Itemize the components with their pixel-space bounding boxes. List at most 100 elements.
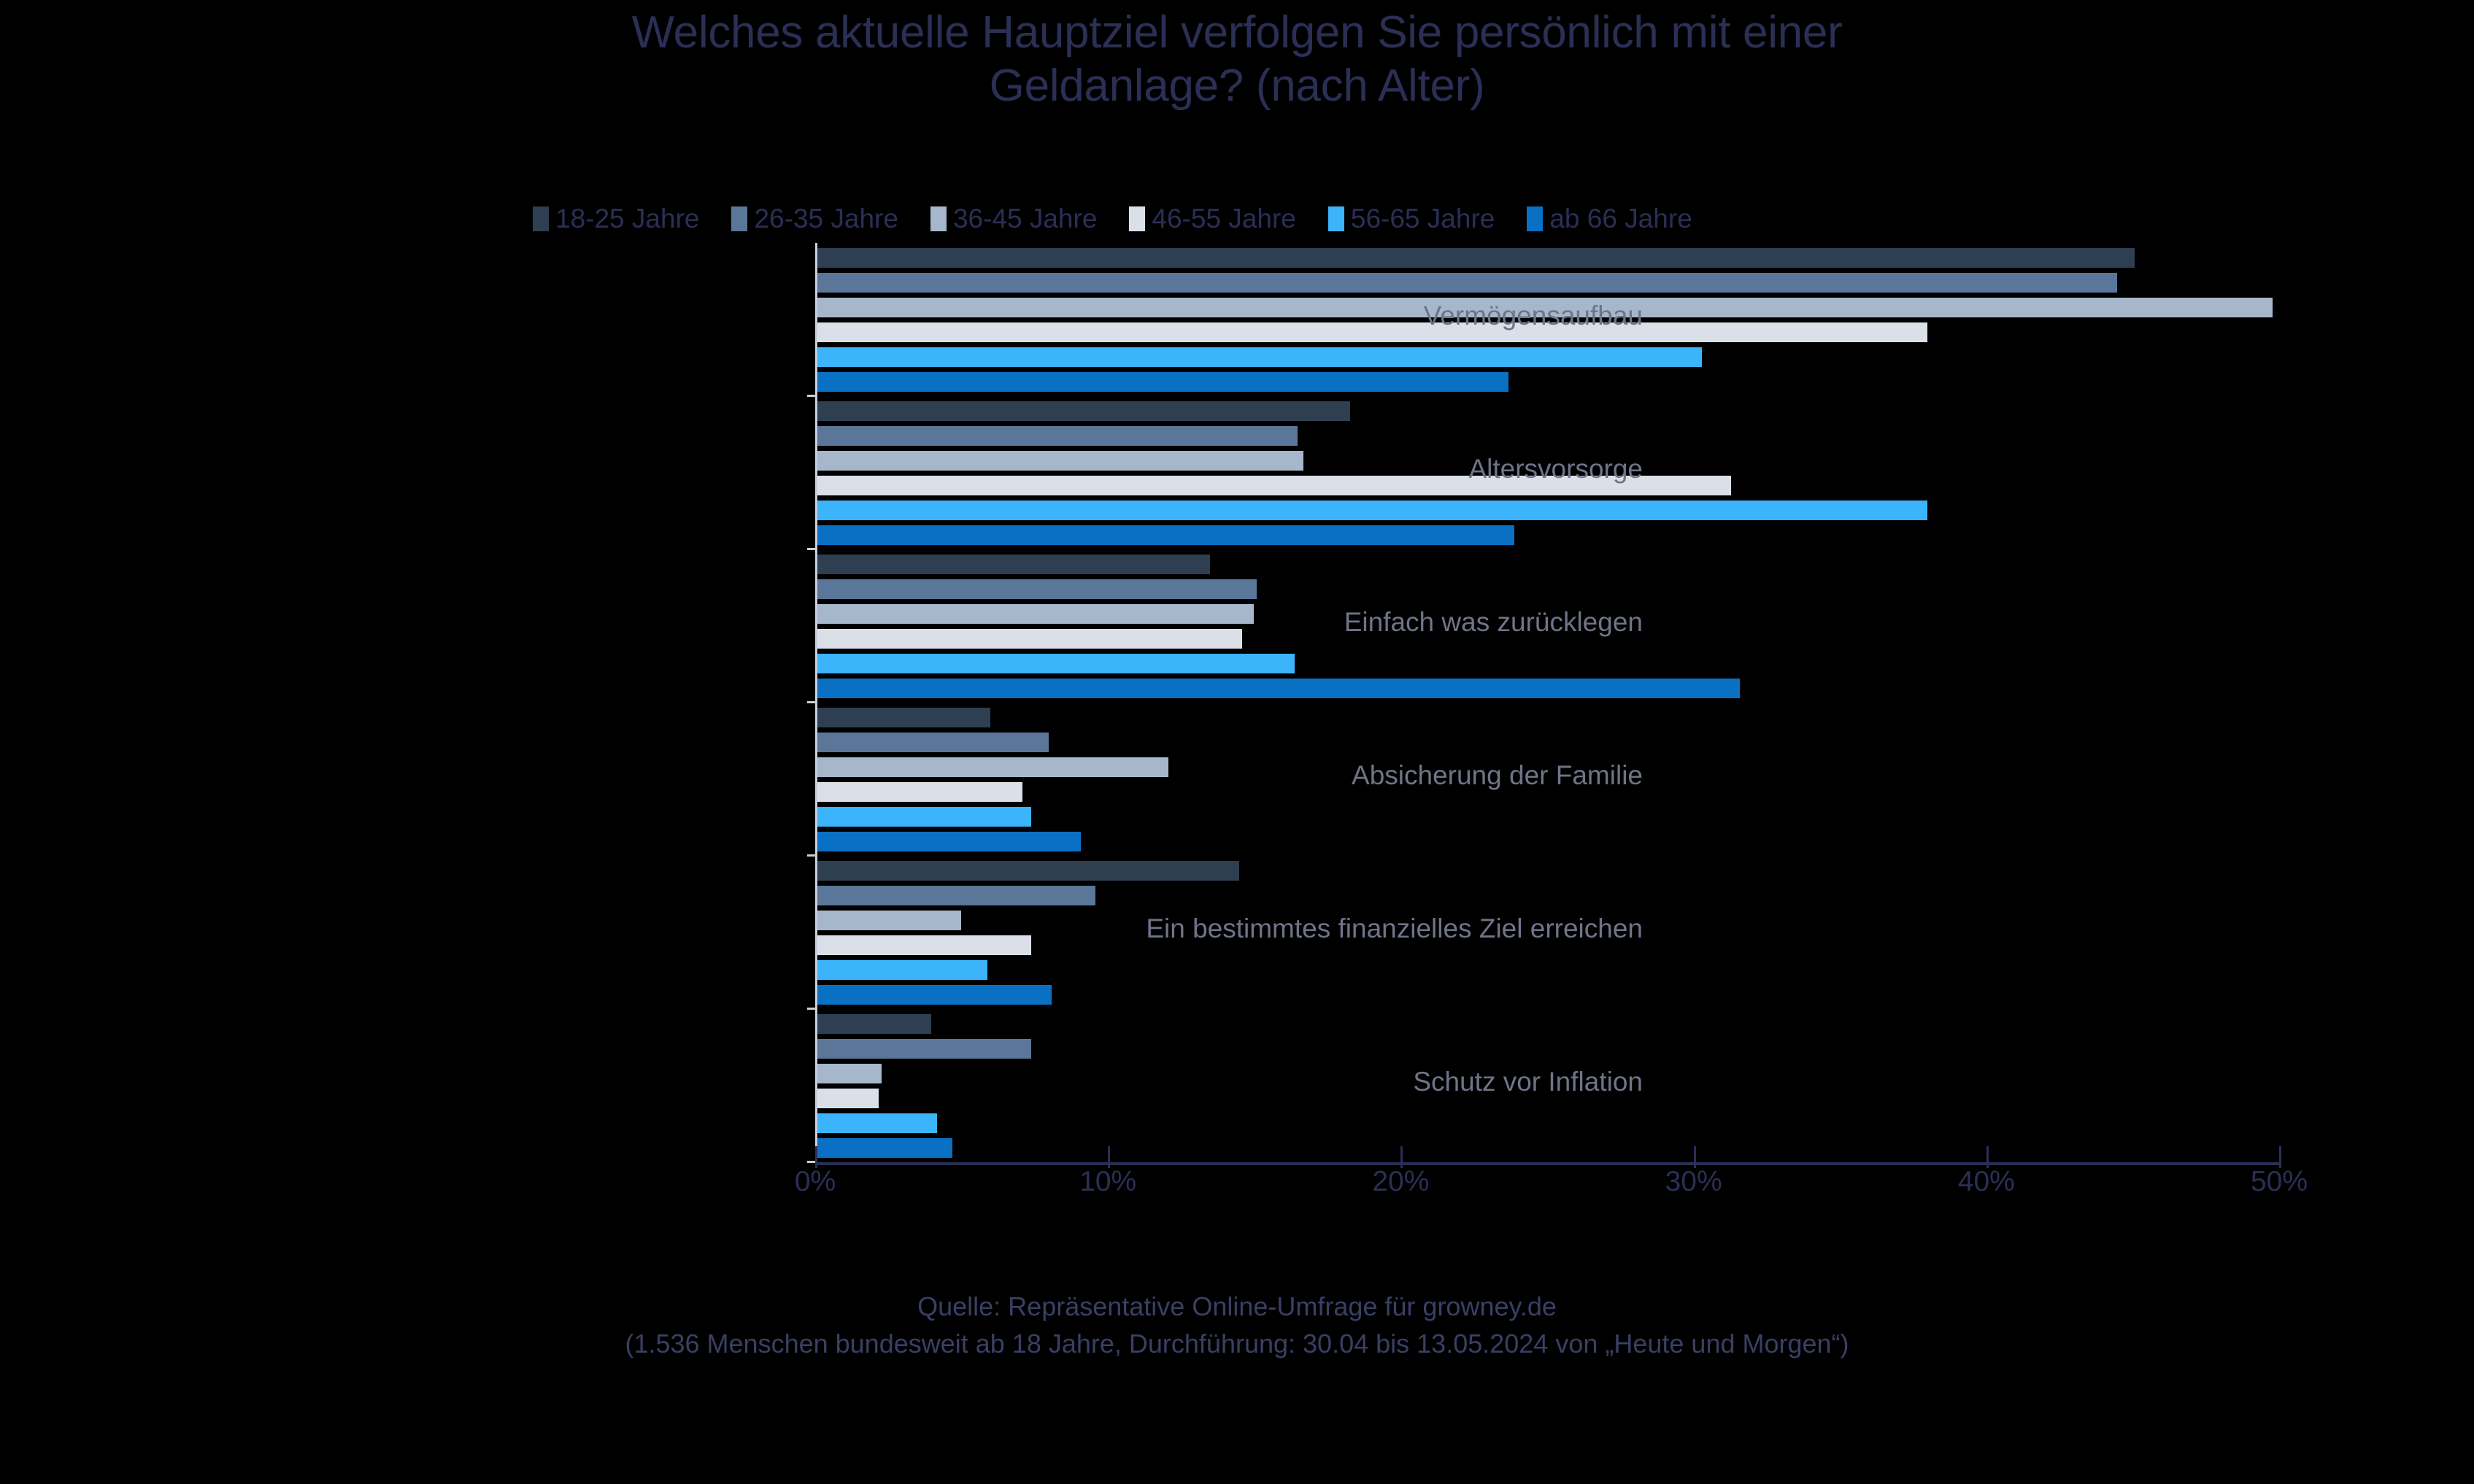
x-axis-gridline [1986, 1146, 1989, 1162]
bar-group [807, 396, 2279, 550]
bar [817, 707, 990, 727]
category-tick [807, 395, 817, 397]
bar [817, 347, 1702, 367]
bar [817, 297, 2273, 317]
x-axis-gridline [1400, 1146, 1403, 1162]
category-tick [807, 701, 817, 703]
legend-swatch-icon [533, 206, 549, 231]
bar-group [807, 243, 2279, 397]
legend-label: 56-65 Jahre [1350, 204, 1495, 233]
bar [817, 1013, 932, 1034]
legend-swatch-icon [930, 206, 947, 231]
bar [817, 653, 1295, 673]
bar [817, 757, 1169, 777]
legend-swatch-icon [1527, 206, 1544, 231]
legend-label: 46-55 Jahre [1152, 204, 1296, 233]
legend-item[interactable]: 36-45 Jahre [930, 204, 1097, 234]
bar [817, 450, 1303, 471]
legend-label: 18-25 Jahre [555, 204, 700, 233]
bar [817, 1137, 952, 1158]
x-axis-gridline [815, 1146, 817, 1162]
bar [817, 678, 1740, 698]
bar [817, 401, 1351, 421]
legend-label: 36-45 Jahre [952, 204, 1098, 233]
x-tick-label: 20% [1372, 1166, 1430, 1197]
bar [817, 628, 1242, 649]
bar [817, 806, 1031, 827]
bar [817, 322, 1927, 342]
legend-swatch-icon [1129, 206, 1146, 231]
y-category-label: Absicherung der Familie [1352, 760, 1643, 790]
chart-title-line-1: Welches aktuelle Hauptziel verfolgen Sie… [631, 7, 1843, 58]
legend-swatch-icon [1327, 206, 1344, 231]
x-tick-label: 10% [1079, 1166, 1137, 1197]
bar [817, 935, 1031, 955]
bar [817, 371, 1508, 392]
x-tick-label: 0% [794, 1166, 836, 1197]
legend-swatch-icon [731, 206, 748, 231]
bar [817, 860, 1239, 881]
bar [817, 831, 1082, 851]
bar [817, 1063, 882, 1083]
y-category-label: Einfach was zurücklegen [1344, 607, 1643, 637]
category-tick [807, 854, 817, 857]
bar [817, 959, 987, 980]
x-axis-tick [815, 1159, 817, 1168]
bar [817, 603, 1254, 624]
bar [817, 554, 1210, 574]
legend-item[interactable]: 18-25 Jahre [533, 204, 699, 234]
legend-item[interactable]: 56-65 Jahre [1327, 204, 1495, 234]
legend-item[interactable]: 26-35 Jahre [731, 204, 898, 234]
bar [817, 885, 1096, 905]
bar-group [807, 703, 2279, 857]
legend-label: 26-35 Jahre [754, 204, 898, 233]
legend-item[interactable]: ab 66 Jahre [1527, 204, 1692, 234]
x-axis-tick [1986, 1159, 1989, 1168]
category-tick [807, 1008, 817, 1010]
x-axis-gridline [1693, 1146, 1696, 1162]
x-axis-tick [1693, 1159, 1696, 1168]
chart-title: Welches aktuelle Hauptziel verfolgen Sie… [292, 6, 2182, 112]
bar [817, 247, 2135, 268]
bar-group [807, 549, 2279, 703]
y-category-label: Altersvorsorge [1468, 454, 1643, 484]
x-tick-label: 30% [1665, 1166, 1722, 1197]
bar [817, 579, 1257, 599]
bar [817, 500, 1927, 520]
chart-title-line-2: Geldanlage? (nach Alter) [989, 61, 1485, 112]
legend-label: ab 66 Jahre [1549, 204, 1692, 233]
x-axis-line [815, 1162, 2279, 1165]
chart-legend: 18-25 Jahre 26-35 Jahre 36-45 Jahre 46-55 J… [533, 200, 1956, 238]
x-tick-label: 50% [2250, 1166, 2308, 1197]
y-category-label: Schutz vor Inflation [1413, 1067, 1643, 1097]
y-category-label: Vermögensaufbau [1423, 301, 1643, 331]
x-tick-label: 40% [1957, 1166, 2015, 1197]
x-axis-tick [2279, 1159, 2281, 1168]
bar [817, 781, 1022, 802]
bar [817, 732, 1049, 752]
bar [817, 525, 1514, 545]
bar [817, 475, 1731, 495]
bar-group [807, 1009, 2279, 1163]
bar [817, 272, 2118, 293]
bar-group [807, 856, 2279, 1010]
bar [817, 425, 1298, 446]
bar [817, 1088, 879, 1108]
source-line-1: Quelle: Repräsentative Online-Umfrage fü… [917, 1291, 1557, 1321]
bar [817, 984, 1052, 1005]
x-axis-gridline [2279, 1146, 2281, 1162]
plot-area [807, 243, 2281, 1168]
category-tick [807, 548, 817, 550]
category-tick [807, 1161, 817, 1163]
legend-item[interactable]: 46-55 Jahre [1129, 204, 1296, 234]
bar [817, 1038, 1031, 1059]
chart-source-note: Quelle: Repräsentative Online-Umfrage fü… [292, 1288, 2182, 1362]
bar [817, 910, 961, 930]
bar [817, 1113, 938, 1133]
x-axis-gridline [1108, 1146, 1111, 1162]
source-line-2: (1.536 Menschen bundesweit ab 18 Jahre, … [625, 1329, 1849, 1359]
y-category-label: Ein bestimmtes finanzielles Ziel erreich… [1146, 913, 1643, 943]
x-axis-tick [1400, 1159, 1403, 1168]
x-axis-tick [1108, 1159, 1111, 1168]
